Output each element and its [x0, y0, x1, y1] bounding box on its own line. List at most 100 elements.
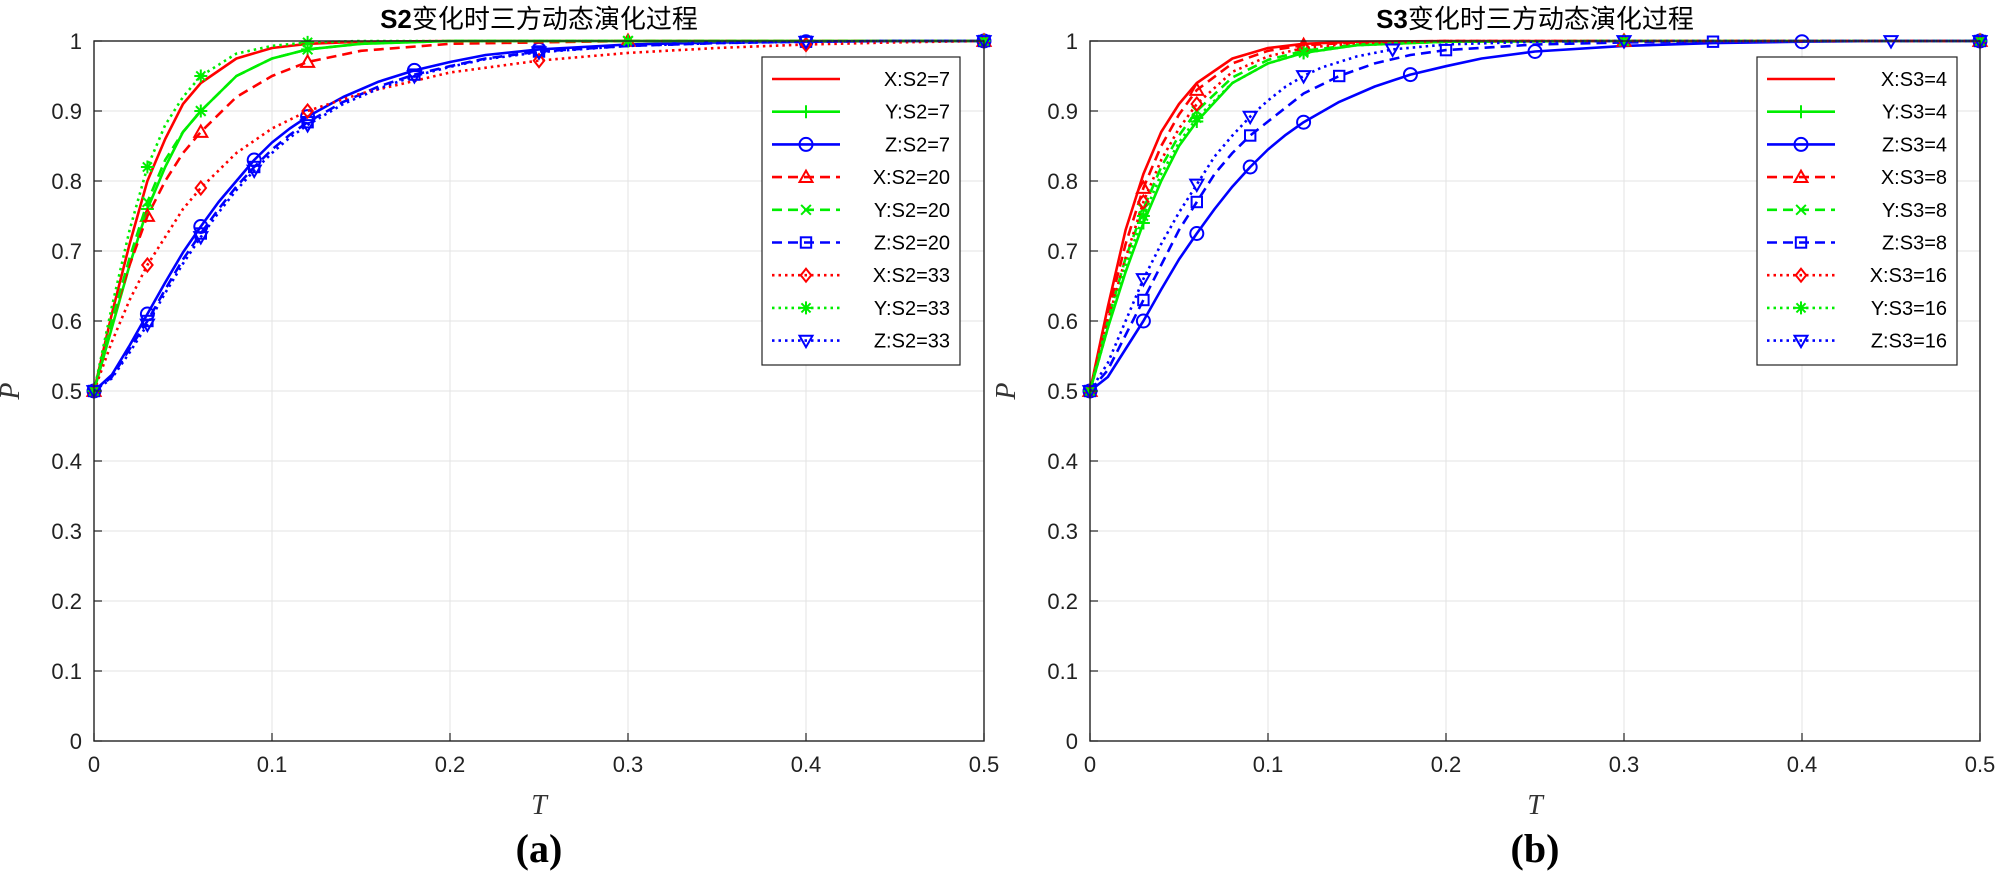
data-point	[1137, 293, 1150, 307]
data-point	[1333, 69, 1346, 83]
y-tick-label: 0.9	[1047, 99, 1078, 124]
data-point	[141, 196, 153, 208]
legend-marker	[798, 136, 814, 152]
x-tick-label: 0.1	[1253, 752, 1284, 777]
x-tick-label: 0.2	[1431, 752, 1462, 777]
data-point	[1135, 273, 1152, 288]
legend-label: Y:S3=16	[1871, 298, 1947, 320]
legend-marker	[1794, 105, 1808, 119]
data-point	[1136, 209, 1150, 223]
legend-marker	[1795, 204, 1807, 216]
data-point	[1190, 111, 1204, 125]
legend-label: X:S2=20	[873, 167, 950, 189]
data-point	[1615, 35, 1633, 50]
y-tick-label: 0.2	[51, 589, 82, 614]
data-point	[194, 69, 208, 83]
y-tick-label: 1	[1066, 29, 1078, 54]
legend-marker	[1794, 236, 1808, 249]
y-tick-label: 0	[1066, 729, 1078, 754]
data-point	[1971, 35, 1989, 50]
data-point	[1135, 179, 1152, 194]
y-tick-label: 0.1	[51, 659, 82, 684]
legend-marker	[797, 168, 815, 183]
panel-label: (b)	[1511, 826, 1560, 871]
chart-title-bold: S2	[380, 4, 412, 34]
x-tick-label: 0.3	[1609, 752, 1640, 777]
data-point	[530, 46, 548, 61]
data-point	[1189, 226, 1205, 241]
data-point	[1882, 35, 1900, 50]
x-tick-label: 0.4	[791, 752, 822, 777]
chart-title: S3变化时三方动态演化过程	[1376, 4, 1694, 34]
panel-label: (a)	[516, 826, 563, 871]
legend-marker	[1792, 168, 1810, 183]
legend-label: X:S2=33	[873, 265, 950, 287]
x-tick-label: 0.5	[969, 752, 1000, 777]
series-line	[1089, 39, 1980, 393]
series-line	[92, 39, 984, 392]
legend-label: Y:S3=4	[1882, 102, 1947, 124]
y-tick-label: 0.6	[51, 309, 82, 334]
legend-label: Z:S2=7	[885, 134, 950, 156]
data-point	[1136, 193, 1150, 211]
data-point	[1241, 110, 1259, 126]
legend-label: Y:S2=20	[874, 200, 950, 222]
y-tick-label: 0.9	[51, 99, 82, 124]
legend-marker	[1794, 267, 1808, 284]
data-point	[797, 35, 815, 51]
x-tick-label: 0.1	[257, 752, 288, 777]
data-point	[194, 179, 208, 197]
y-tick-label: 0.6	[1047, 309, 1078, 334]
data-point	[975, 35, 993, 50]
legend-label: Y:S3=8	[1882, 200, 1947, 222]
series-line	[92, 39, 985, 392]
data-point	[139, 318, 156, 334]
legend-marker	[797, 334, 815, 350]
y-tick-label: 0.7	[51, 239, 82, 264]
y-tick-label: 0.5	[1047, 379, 1078, 404]
data-point	[1135, 313, 1151, 329]
data-point	[140, 160, 154, 174]
legend-marker	[799, 301, 813, 315]
data-point	[1297, 46, 1311, 60]
y-axis-label: P	[991, 382, 1022, 400]
legend-label: Z:S2=33	[874, 331, 950, 353]
data-point	[1188, 178, 1206, 194]
legend-label: Z:S3=8	[1882, 233, 1947, 255]
data-point	[140, 256, 154, 274]
legend: X:S3=4 Y:S3=4 Z:S3=4 X:S3=8 Y:S3=8 Z:S3=8 X:S3…	[1756, 56, 1958, 366]
chart-title-rest: 变化时三方动态演化过程	[412, 4, 698, 34]
data-point	[299, 53, 316, 68]
legend-label: X:S2=7	[884, 69, 950, 91]
y-tick-label: 0	[70, 729, 82, 754]
data-point	[1190, 95, 1204, 113]
legend-marker	[799, 267, 813, 284]
x-tick-label: 0.4	[1787, 752, 1818, 777]
data-point	[192, 231, 210, 246]
chart-title: S2变化时三方动态演化过程	[380, 4, 698, 34]
y-tick-label: 0.4	[51, 449, 82, 474]
legend-marker	[1794, 301, 1808, 315]
legend-label: Z:S2=20	[874, 233, 950, 255]
y-axis-label: P	[0, 382, 26, 400]
y-tick-label: 0.5	[51, 379, 82, 404]
legend-label: Z:S3=16	[1871, 331, 1947, 353]
legend: X:S2=7 Y:S2=7 Z:S2=7 X:S2=20 Y:S2=20 Z:S2=20 X…	[761, 56, 961, 366]
data-point	[299, 119, 316, 134]
y-tick-label: 0.3	[1047, 519, 1078, 544]
legend-marker	[1792, 334, 1810, 350]
legend-marker	[800, 204, 812, 216]
data-point	[195, 105, 207, 117]
series-line	[93, 39, 984, 393]
legend-marker	[799, 236, 813, 249]
data-point	[1296, 114, 1312, 130]
y-tick-label: 0.3	[51, 519, 82, 544]
x-tick-label: 0	[1084, 752, 1096, 777]
legend-label: X:S3=8	[1881, 167, 1947, 189]
data-point	[1190, 195, 1203, 209]
data-point	[245, 164, 263, 180]
x-axis-label: T	[1527, 790, 1545, 821]
legend-marker	[1793, 136, 1809, 152]
legend-label: X:S3=16	[1870, 265, 1947, 287]
